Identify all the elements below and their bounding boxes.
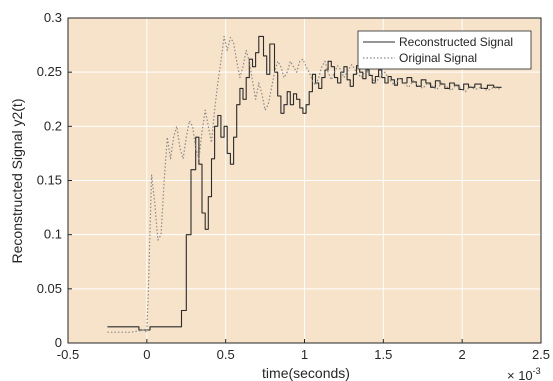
- x-tick-label: 1: [301, 347, 308, 362]
- y-tick-label: 0: [55, 335, 62, 350]
- legend-box: [357, 30, 532, 70]
- x-exponent-label: × 10-3: [507, 366, 541, 381]
- series-line-original: [107, 35, 502, 333]
- x-axis-label: time(seconds): [262, 365, 350, 381]
- series-lines: [107, 35, 502, 333]
- x-exponent-base: × 10: [507, 368, 533, 381]
- y-axis-label: Reconstructed Signal y2(t): [9, 99, 25, 264]
- y-tick-label: 0.2: [44, 118, 62, 133]
- legend-label-original: Original Signal: [399, 51, 477, 65]
- x-tick-label: 2: [459, 347, 466, 362]
- axis-ticks: -0.5 0 0.5 1 1.5 2 2.500.050.10.150.20.250.3: [37, 10, 550, 362]
- y-tick-label: 0.25: [37, 64, 62, 79]
- y-tick-label: 0.3: [44, 10, 62, 25]
- legend: Reconstructed Signal Original Signal: [357, 30, 532, 70]
- x-exponent-power: -3: [533, 366, 541, 376]
- legend-label-reconstructed: Reconstructed Signal: [399, 35, 513, 49]
- x-tick-label: 0: [143, 347, 150, 362]
- y-tick-label: 0.05: [37, 281, 62, 296]
- x-tick-label: 2.5: [532, 347, 550, 362]
- y-tick-label: 0.1: [44, 227, 62, 242]
- y-tick-label: 0.15: [37, 173, 62, 188]
- series-line-reconstructed: [107, 35, 502, 331]
- x-tick-label: 1.5: [374, 347, 392, 362]
- x-tick-label: -0.5: [57, 347, 79, 362]
- x-tick-label: 0.5: [217, 347, 235, 362]
